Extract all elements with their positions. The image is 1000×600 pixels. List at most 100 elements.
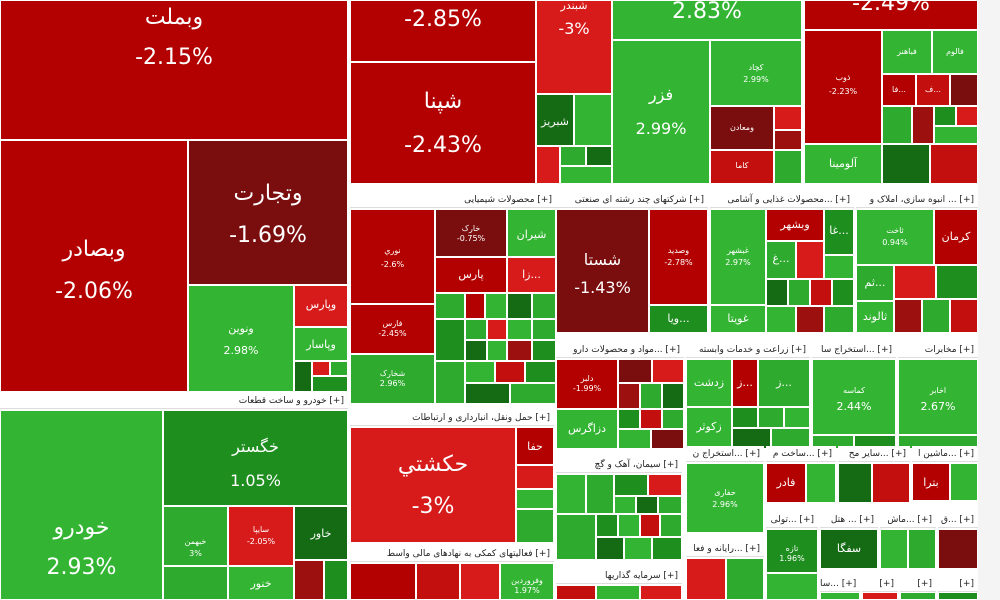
small-tile[interactable] — [894, 299, 922, 333]
small-tile[interactable] — [640, 514, 660, 537]
small-tile[interactable] — [686, 558, 726, 600]
tile-falume[interactable]: فالوم — [932, 30, 978, 74]
tile-vnovin[interactable]: ونوین 2.98% — [188, 285, 294, 392]
small-tile[interactable] — [912, 106, 934, 144]
small-tile[interactable] — [824, 306, 854, 333]
section-header-small2[interactable]: [+] — [900, 576, 936, 592]
tile-shiran[interactable]: شیران — [507, 209, 556, 257]
small-tile[interactable] — [586, 474, 614, 514]
tile-fader[interactable]: فادر — [766, 463, 806, 503]
tile-khavar[interactable]: خاور — [294, 506, 348, 560]
section-header-machine[interactable]: ماشین ا... [+] — [912, 446, 978, 462]
small-tile[interactable] — [934, 126, 978, 144]
section-header-chem[interactable]: محصولات شیمیایی [+] — [350, 192, 556, 208]
tile-pars[interactable]: پارس — [435, 257, 507, 293]
small-tile[interactable] — [618, 383, 640, 409]
tile-za[interactable]: زا... — [507, 257, 556, 293]
small-tile[interactable] — [532, 319, 556, 340]
small-tile[interactable] — [516, 465, 554, 489]
section-header-oil-ext[interactable]: استخراج ن... [+] — [686, 446, 764, 462]
small-tile[interactable] — [658, 496, 682, 514]
small-tile[interactable] — [766, 279, 788, 306]
small-tile[interactable] — [516, 509, 554, 543]
small-tile[interactable] — [938, 592, 978, 600]
tile-vsadid[interactable]: وصدید -2.78% — [649, 209, 708, 305]
small-tile[interactable] — [532, 293, 556, 319]
tile-shepna[interactable]: شپنا -2.43% — [350, 62, 536, 184]
small-tile[interactable] — [788, 279, 810, 306]
small-tile[interactable] — [838, 463, 872, 503]
tile-ghbshahr[interactable]: غبشهر 2.97% — [710, 209, 766, 305]
small-tile[interactable] — [872, 463, 910, 503]
small-tile[interactable] — [936, 265, 978, 299]
tile-shabandar[interactable]: شبندر -3% — [536, 0, 612, 94]
small-tile[interactable] — [652, 359, 684, 383]
section-header-build2[interactable]: ساخت م... [+] — [766, 446, 836, 462]
section-header-finance[interactable]: فعالیتهای کمکی به نهادهای مالی واسط [+] — [350, 546, 554, 562]
small-tile[interactable] — [618, 359, 652, 383]
tile-khonor[interactable]: خنور — [228, 566, 294, 600]
small-tile[interactable] — [510, 383, 556, 404]
section-header-sa[interactable]: سا... [+] — [820, 576, 860, 592]
small-tile[interactable] — [596, 514, 618, 537]
small-tile[interactable] — [950, 74, 978, 106]
small-tile[interactable] — [614, 496, 636, 514]
small-tile[interactable] — [726, 558, 764, 600]
small-tile[interactable] — [624, 537, 652, 560]
tile-dzagros[interactable]: دزاگرس — [556, 409, 618, 449]
tile-kamase[interactable]: کماسه 2.44% — [812, 359, 896, 435]
tile-vafarvardin[interactable]: وفروردین 1.97% — [500, 563, 554, 600]
tile-hafari[interactable]: حفاری 2.96% — [686, 463, 764, 533]
small-tile[interactable] — [774, 106, 802, 130]
section-header-other[interactable]: سایر مح... [+] — [838, 446, 910, 462]
section-header-hotel[interactable]: هتل ... [+] — [820, 512, 878, 528]
small-tile[interactable] — [485, 293, 507, 319]
small-tile[interactable] — [507, 340, 532, 361]
small-tile[interactable] — [294, 361, 312, 392]
tile-hkeshti[interactable]: حکشتي -3% — [350, 427, 516, 543]
tile-fars[interactable]: فارس -2.45% — [350, 304, 435, 354]
small-tile[interactable] — [922, 299, 950, 333]
tile-khark[interactable]: خارک -0.75% — [435, 209, 507, 257]
small-tile[interactable] — [832, 279, 854, 306]
small-tile[interactable] — [536, 146, 560, 184]
tile-kchad[interactable]: کچاد 2.99% — [710, 40, 802, 106]
tile-vmaaden[interactable]: ومعادن — [710, 106, 774, 150]
tile-vbsader[interactable]: وبصادر -2.06% — [0, 140, 188, 392]
small-tile[interactable] — [784, 407, 810, 428]
tile-noori[interactable]: نوري -2.6% — [350, 209, 435, 304]
small-tile[interactable] — [507, 319, 532, 340]
small-tile[interactable] — [636, 496, 658, 514]
small-tile[interactable] — [614, 474, 648, 496]
tile-taze[interactable]: تازه 1.96% — [766, 529, 818, 573]
small-tile[interactable] — [766, 306, 796, 333]
small-tile[interactable] — [465, 293, 485, 319]
small-tile[interactable] — [556, 474, 586, 514]
tile-kerman[interactable]: کرمان — [934, 209, 978, 265]
tile-fbahonar[interactable]: فباهنر — [882, 30, 932, 74]
small-tile[interactable] — [507, 293, 532, 319]
tile-kama[interactable]: کاما — [710, 150, 774, 184]
tile-vpa[interactable]: ویا... — [649, 305, 708, 333]
section-header-pharma[interactable]: مواد و محصولات دارو... [+] — [556, 342, 684, 358]
small-tile[interactable] — [662, 383, 684, 409]
tile-shasta[interactable]: شستا -1.43% — [556, 209, 649, 333]
small-tile[interactable] — [163, 566, 228, 600]
small-tile[interactable] — [950, 463, 978, 501]
section-header-small3[interactable]: [+] — [938, 576, 978, 592]
small-tile[interactable] — [660, 514, 682, 537]
small-tile[interactable] — [560, 146, 586, 166]
small-tile[interactable] — [651, 429, 684, 449]
small-tile[interactable] — [416, 563, 460, 600]
tile-z2[interactable]: ز... — [758, 359, 810, 407]
tile-zdasht[interactable]: زدشت — [686, 359, 732, 407]
small-tile[interactable] — [532, 340, 556, 361]
section-header-tools[interactable]: تولی... [+] — [766, 512, 818, 528]
section-header-food[interactable]: محصولات غذایی و آشامی... [+] — [710, 192, 854, 208]
tile-sakhtar[interactable]: ثاخت 0.94% — [856, 209, 934, 265]
small-tile[interactable] — [435, 293, 465, 319]
section-header-invest[interactable]: سرمایه گذاریها [+] — [556, 568, 682, 584]
small-tile[interactable] — [640, 409, 662, 429]
small-tile[interactable] — [880, 529, 908, 569]
tile-ghe[interactable]: غ... — [766, 241, 796, 279]
